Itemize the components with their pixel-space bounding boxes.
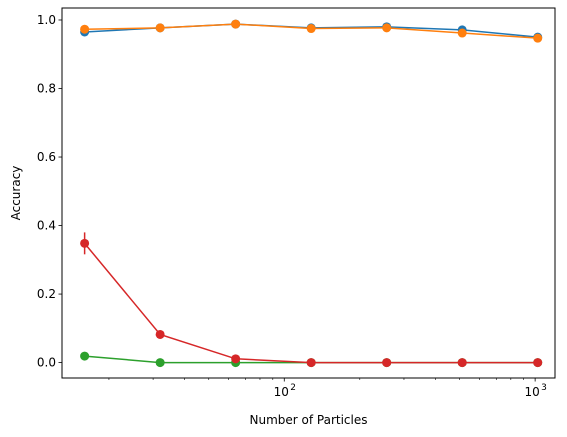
data-point xyxy=(231,19,241,29)
data-point xyxy=(306,358,316,368)
axis-ticks: 0.00.20.40.60.81.010 2 10 3 xyxy=(37,13,547,399)
data-point xyxy=(155,23,165,33)
series-4 xyxy=(80,232,543,368)
data-point xyxy=(533,358,543,368)
data-point xyxy=(382,358,392,368)
series-2 xyxy=(80,19,543,43)
data-point xyxy=(80,24,90,34)
y-axis-label: Accuracy xyxy=(9,166,23,221)
plot-frame xyxy=(61,7,556,379)
series-4-line xyxy=(84,242,538,364)
data-point xyxy=(80,351,90,361)
data-point xyxy=(231,354,241,364)
x-tick-exponent: 2 xyxy=(290,383,296,393)
data-point xyxy=(533,33,543,43)
x-tick-exponent: 3 xyxy=(541,383,547,393)
y-tick-label: 0.0 xyxy=(37,356,56,370)
y-tick-label: 0.2 xyxy=(37,287,56,301)
x-axis-label: Number of Particles xyxy=(250,413,368,427)
plot-marks xyxy=(80,19,543,368)
y-tick-label: 0.6 xyxy=(37,150,56,164)
x-tick-label: 10 xyxy=(524,385,539,399)
y-tick-label: 0.8 xyxy=(37,82,56,96)
data-point xyxy=(80,238,90,248)
data-point xyxy=(457,358,467,368)
data-point xyxy=(306,24,316,34)
y-tick-label: 1.0 xyxy=(37,13,56,27)
data-point xyxy=(155,329,165,339)
data-point xyxy=(382,23,392,33)
x-tick-label: 10 xyxy=(274,385,289,399)
data-point xyxy=(155,358,165,368)
y-tick-label: 0.4 xyxy=(37,219,56,233)
data-point xyxy=(457,28,467,38)
